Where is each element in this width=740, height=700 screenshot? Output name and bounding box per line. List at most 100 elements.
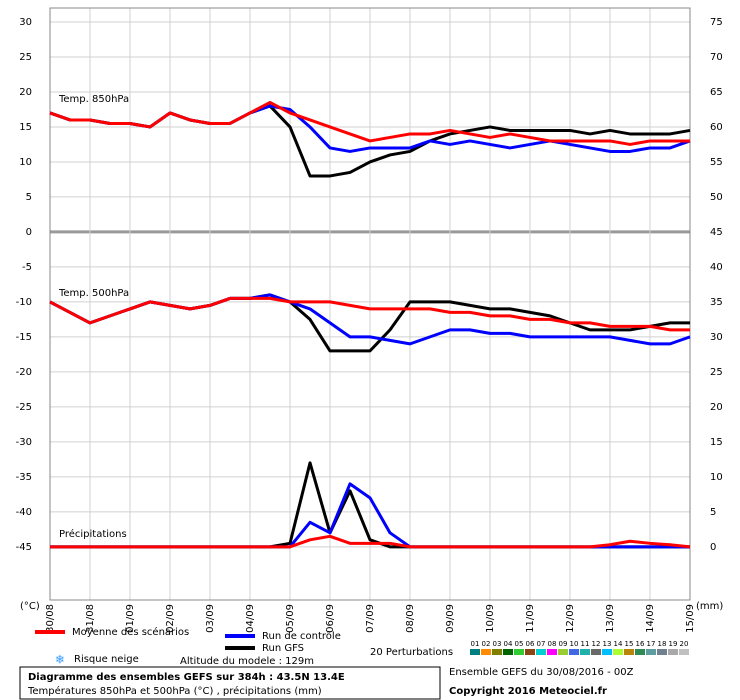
y2-unit: (mm) <box>696 601 723 612</box>
x-tick-label: 13/09 <box>605 604 616 633</box>
perturbations-label: 20 Perturbations <box>370 647 453 658</box>
y2-tick-label: 60 <box>710 122 723 133</box>
perturbation-number: 06 <box>526 640 535 648</box>
perturbation-swatch <box>514 649 524 655</box>
perturbation-number: 12 <box>592 640 601 648</box>
y-unit: (°C) <box>20 601 40 612</box>
y-tick-label: -45 <box>16 542 32 553</box>
y2-tick-label: 75 <box>710 17 723 28</box>
x-tick-label: 04/09 <box>245 604 256 633</box>
perturbation-swatch <box>657 649 667 655</box>
y-tick-label: 10 <box>19 157 32 168</box>
y2-tick-label: 35 <box>710 297 723 308</box>
perturbation-number: 07 <box>537 640 546 648</box>
x-tick-label: 05/09 <box>285 604 296 633</box>
perturbation-swatch <box>635 649 645 655</box>
y-tick-label: 25 <box>19 52 32 63</box>
y2-tick-label: 40 <box>710 262 723 273</box>
perturbation-number: 16 <box>636 640 645 648</box>
y-tick-label: -35 <box>16 472 32 483</box>
footer-run: Ensemble GEFS du 30/08/2016 - 00Z <box>449 667 634 678</box>
panel-label: Temp. 500hPa <box>58 288 129 299</box>
y2-tick-label: 45 <box>710 227 723 238</box>
perturbation-number: 01 <box>471 640 480 648</box>
plot-frame <box>49 7 691 601</box>
perturbation-number: 19 <box>669 640 678 648</box>
x-tick-label: 03/09 <box>205 604 216 633</box>
y2-tick-label: 55 <box>710 157 723 168</box>
y2-tick-label: 5 <box>710 507 716 518</box>
perturbation-swatch <box>624 649 634 655</box>
altitude-label: Altitude du modele : 129m <box>180 656 314 667</box>
y2-tick-label: 65 <box>710 87 723 98</box>
legend-label: Run de contrôle <box>262 630 341 642</box>
x-tick-label: 31/08 <box>85 604 96 633</box>
y2-tick-label: 0 <box>710 542 716 553</box>
y-tick-label: -20 <box>16 367 32 378</box>
y-tick-label: -15 <box>16 332 32 343</box>
y-tick-label: -30 <box>16 437 32 448</box>
y-tick-label: 20 <box>19 87 32 98</box>
perturbation-number: 02 <box>482 640 491 648</box>
perturbation-number: 15 <box>625 640 634 648</box>
y-tick-label: 15 <box>19 122 32 133</box>
x-tick-label: 14/09 <box>645 604 656 633</box>
x-tick-label: 30/08 <box>45 604 56 633</box>
panel-label: Précipitations <box>59 528 127 540</box>
x-tick-label: 01/09 <box>125 604 136 633</box>
perturbation-swatch <box>536 649 546 655</box>
perturbation-number: 09 <box>559 640 568 648</box>
x-tick-label: 10/09 <box>485 604 496 633</box>
x-tick-label: 09/09 <box>445 604 456 633</box>
perturbation-number: 18 <box>658 640 667 648</box>
y-tick-label: 30 <box>19 17 32 28</box>
y-tick-label: -10 <box>16 297 32 308</box>
x-tick-label: 15/09 <box>685 604 696 633</box>
x-tick-label: 08/09 <box>405 604 416 633</box>
x-tick-label: 12/09 <box>565 604 576 633</box>
perturbation-number: 10 <box>570 640 579 648</box>
perturbation-swatch <box>602 649 612 655</box>
y-tick-label: -25 <box>16 402 32 413</box>
perturbation-swatch <box>679 649 689 655</box>
y-tick-label: 0 <box>26 227 32 238</box>
perturbation-number: 11 <box>581 640 590 648</box>
panel-label: Temp. 850hPa <box>58 94 129 105</box>
x-tick-label: 11/09 <box>525 604 536 633</box>
snow-label: Risque neige <box>74 654 139 665</box>
perturbation-number: 13 <box>603 640 612 648</box>
snowflake-icon: ❄ <box>55 653 65 667</box>
y-tick-label: -5 <box>22 262 32 273</box>
perturbation-number: 04 <box>504 640 513 648</box>
perturbation-swatch <box>613 649 623 655</box>
y2-tick-label: 20 <box>710 402 723 413</box>
footer-subtitle: Températures 850hPa et 500hPa (°C) , pré… <box>27 685 322 697</box>
series-line <box>49 296 690 332</box>
x-tick-label: 07/09 <box>365 604 376 633</box>
y-tick-label: -40 <box>16 507 32 518</box>
footer-title: Diagramme des ensembles GEFS sur 384h : … <box>28 672 345 683</box>
perturbation-number: 14 <box>614 640 623 648</box>
perturbation-number: 03 <box>493 640 502 648</box>
y2-tick-label: 70 <box>710 52 723 63</box>
perturbation-swatch <box>580 649 590 655</box>
perturbation-number: 05 <box>515 640 524 648</box>
series-line <box>49 100 690 146</box>
perturbation-number: 20 <box>680 640 689 648</box>
y-tick-label: 5 <box>26 192 32 203</box>
x-tick-label: 02/09 <box>165 604 176 633</box>
perturbation-swatch <box>668 649 678 655</box>
perturbation-swatch <box>525 649 535 655</box>
perturbation-swatch <box>646 649 656 655</box>
perturbation-swatch <box>481 649 491 655</box>
perturbation-number: 08 <box>548 640 557 648</box>
perturbation-swatch <box>470 649 480 655</box>
y2-tick-label: 50 <box>710 192 723 203</box>
perturbation-number: 17 <box>647 640 656 648</box>
y2-tick-label: 10 <box>710 472 723 483</box>
perturbation-swatch <box>492 649 502 655</box>
y2-tick-label: 15 <box>710 437 723 448</box>
y2-tick-label: 30 <box>710 332 723 343</box>
footer-box <box>19 666 441 700</box>
